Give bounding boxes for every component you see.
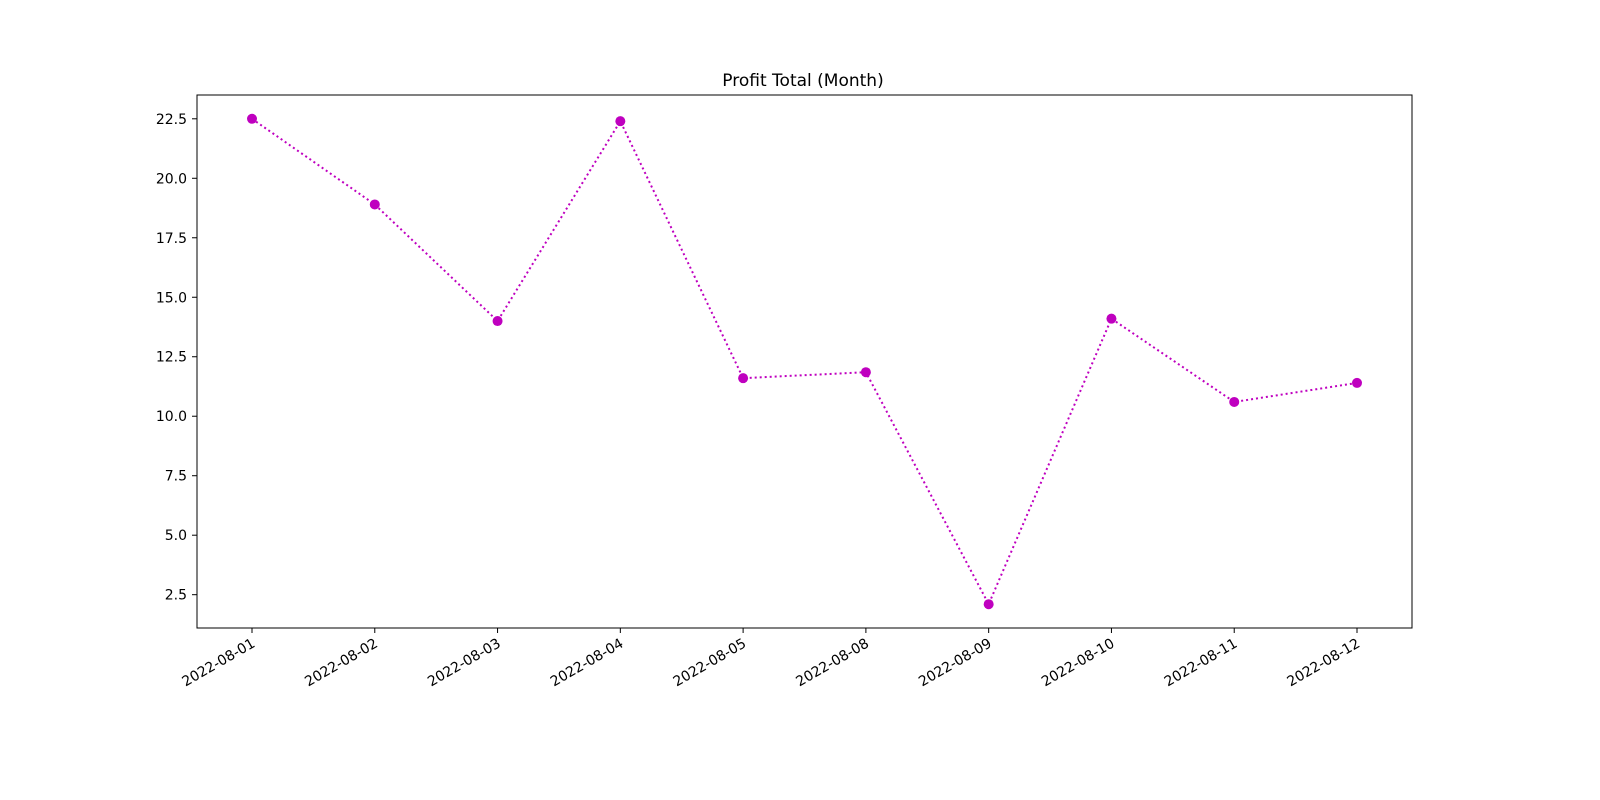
x-tick-label: 2022-08-10 (1039, 636, 1117, 691)
data-point (615, 116, 626, 127)
y-tick-label: 20.0 (156, 171, 187, 187)
plot-area: 2.5 5.0 7.5 10.0 12.5 15.0 17.5 20.0 22.5 2022-08… (156, 94, 1413, 691)
x-tick-label: 2022-08-09 (916, 636, 994, 691)
series-line (251, 117, 1358, 607)
data-point (1106, 313, 1117, 324)
y-tick-label: 12.5 (156, 350, 187, 366)
data-point (983, 599, 994, 610)
y-tick-label: 7.5 (165, 469, 187, 485)
y-tick-label: 10.0 (156, 409, 187, 425)
y-tick-label: 17.5 (156, 231, 187, 247)
x-tick-label: 2022-08-12 (1285, 636, 1363, 691)
y-tick-label: 15.0 (156, 290, 187, 306)
x-tick-label: 2022-08-01 (180, 636, 258, 691)
data-point (860, 367, 871, 378)
data-point (492, 316, 503, 327)
plot-frame (196, 94, 1413, 629)
data-point (738, 373, 749, 384)
x-tick-label: 2022-08-03 (425, 636, 503, 691)
chart-title: Profit Total (Month) (722, 71, 883, 91)
x-tick-label: 2022-08-02 (302, 636, 380, 691)
x-tick-label: 2022-08-08 (793, 636, 871, 691)
y-tick-label: 2.5 (165, 588, 187, 604)
x-tick-label: 2022-08-04 (548, 636, 627, 691)
y-tick-label: 22.5 (156, 112, 187, 128)
data-point (369, 199, 380, 210)
x-tick-label: 2022-08-05 (671, 636, 749, 691)
y-tick-label: 5.0 (165, 528, 187, 544)
data-point (247, 113, 257, 124)
data-point (1352, 377, 1362, 388)
data-point (1229, 396, 1240, 407)
x-tick-label: 2022-08-11 (1162, 636, 1240, 691)
